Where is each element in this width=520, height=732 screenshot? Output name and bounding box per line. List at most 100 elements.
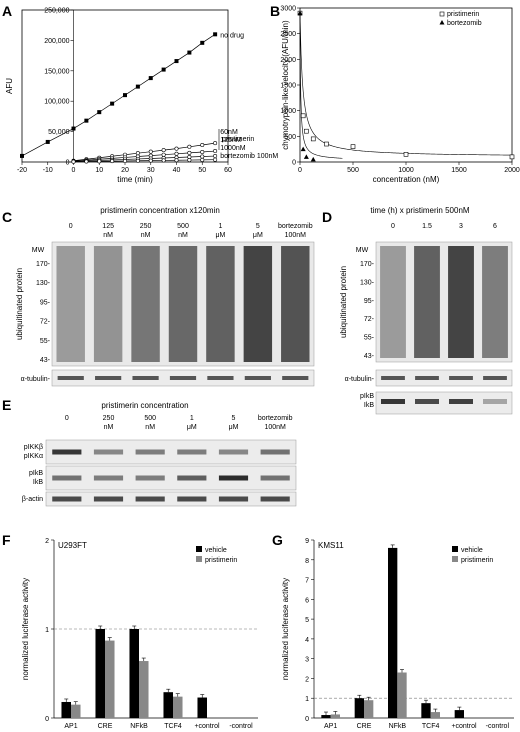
band (260, 449, 290, 455)
lane-smear (56, 246, 85, 362)
bar (71, 704, 81, 718)
data-point (161, 152, 166, 157)
data-point (200, 149, 205, 154)
lane-smear (93, 246, 123, 362)
x-tick-label: 30 (147, 167, 155, 174)
data-point (200, 40, 205, 45)
data-point (174, 151, 179, 156)
bar (430, 712, 440, 718)
data-point (310, 156, 316, 162)
category-label: TCF4 (422, 723, 440, 730)
bar (330, 714, 340, 718)
lane-label: 125 nM (102, 223, 114, 239)
x-tick-label: 60 (224, 167, 232, 174)
lane-label: 3 (459, 223, 463, 230)
loading-band (415, 376, 439, 380)
ikb-band (381, 399, 405, 404)
data-point (300, 113, 306, 119)
legend-label: vehicle (461, 547, 483, 554)
y-tick-label: 500 (284, 134, 296, 141)
y-tick-label: 0 (66, 160, 70, 167)
legend-swatch (452, 556, 458, 562)
band (52, 449, 82, 455)
bar (397, 672, 407, 718)
band (177, 449, 207, 455)
lane-label: bortezomib 100nM (278, 223, 313, 239)
chart-b: 0 500 1000 1500 2000 0 500 1000 1500 2000 2500 3000… (280, 6, 519, 185)
y-tick-label: 200,000 (44, 38, 69, 45)
bar (364, 700, 374, 718)
series-label: 1000nM (220, 145, 245, 152)
bar (61, 701, 71, 718)
data-point (161, 148, 166, 153)
bar (139, 661, 149, 718)
band-label: IkB (33, 479, 43, 486)
blot-title: time (h) x pristimerin 500nM (370, 206, 469, 215)
lane-label: 250 nM (140, 223, 152, 239)
band-label: pIKKα (24, 453, 43, 460)
band-label: IkB (364, 402, 374, 409)
chart-a: -20 -10 0 10 20 30 40 50 60 0 50,000 100,000 150,000… (5, 8, 278, 185)
bar (454, 710, 464, 718)
data-point (213, 154, 218, 159)
bar (95, 629, 105, 718)
data-point (297, 10, 303, 16)
data-point (20, 153, 24, 158)
x-tick-label: 2000 (504, 167, 520, 174)
series-line-2 (73, 150, 216, 162)
legend-swatch (196, 556, 202, 562)
data-point (300, 146, 306, 152)
data-point (148, 158, 153, 163)
fit-curve-bortezomib (299, 13, 343, 159)
panel-label-a: A (2, 3, 12, 19)
chart-f: 0 1 2 AP1 CRE NFkB TCF4 +control -control normali… (21, 538, 258, 730)
data-point (350, 144, 356, 149)
data-point (200, 154, 205, 159)
lane-label: 1.5 (422, 223, 432, 230)
data-point (213, 141, 218, 146)
legend-label: pristimerin (205, 557, 237, 564)
data-point (324, 141, 329, 147)
data-point (187, 150, 192, 155)
band (218, 449, 249, 455)
y-tick-label: 3 (305, 657, 309, 664)
loading-band (483, 376, 507, 380)
loading-membrane (375, 369, 513, 387)
x-tick-label: 50 (198, 167, 206, 174)
category-label: +control (451, 723, 477, 730)
loading-band (132, 376, 159, 380)
data-point (110, 159, 115, 164)
lane-label: 5 μM (229, 415, 239, 431)
band-label: pIkB (29, 470, 43, 477)
loading-label: α-tubulin- (21, 376, 51, 383)
loading-band (95, 376, 122, 380)
category-label: AP1 (324, 723, 337, 730)
data-point (123, 158, 128, 163)
data-point (161, 67, 166, 72)
ikb-band (483, 399, 507, 404)
mw-marker: 72- (40, 319, 51, 326)
data-point (148, 76, 153, 81)
y-axis-label: normalized luciferase activity (281, 578, 290, 680)
y-tick-label: 250,000 (44, 8, 69, 15)
mw-marker: 55- (40, 338, 51, 345)
panel-label-f: F (2, 532, 11, 548)
data-point (97, 110, 102, 115)
lane-smear (206, 246, 235, 362)
data-point (174, 146, 179, 151)
x-axis-label: time (min) (117, 175, 153, 184)
lane-smear (414, 246, 440, 358)
data-point (304, 128, 309, 134)
y-tick-label: 50,000 (48, 129, 70, 136)
category-label: NFkB (130, 723, 148, 730)
data-point (110, 101, 115, 106)
x-tick-label: 0 (72, 167, 76, 174)
y-tick-label: 2 (305, 676, 309, 683)
bar (163, 692, 173, 718)
lane-smear (168, 246, 198, 362)
band (93, 475, 124, 481)
data-point (135, 84, 140, 89)
series-line-1 (73, 142, 216, 162)
data-point (403, 152, 409, 157)
